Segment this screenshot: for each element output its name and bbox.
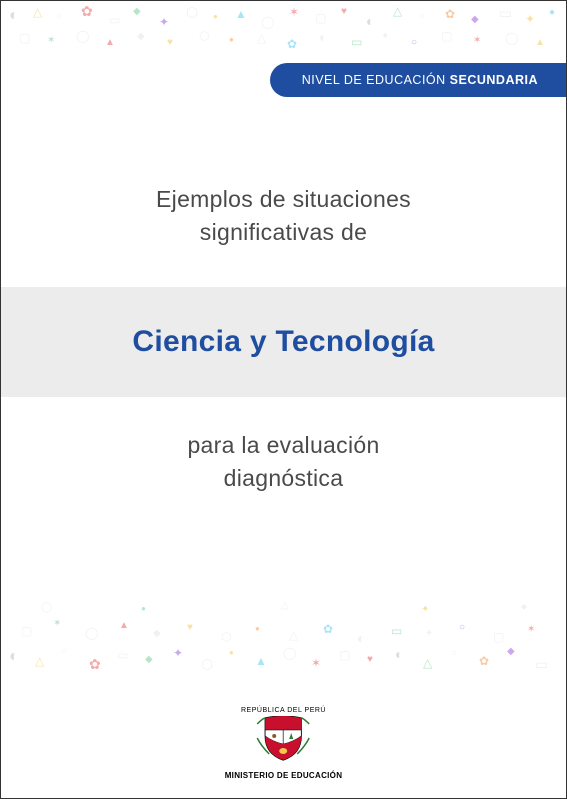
decor-glyph-icon: ○ — [411, 37, 417, 48]
decor-glyph-icon: ● — [213, 12, 218, 21]
decor-glyph-icon: ✦ — [159, 15, 169, 29]
decor-glyph-icon: ● — [229, 648, 234, 657]
decor-glyph-icon: ✿ — [323, 622, 333, 636]
decor-glyph-icon: ✿ — [89, 656, 101, 673]
decor-glyph-icon: ♥ — [341, 6, 347, 17]
title-line-1: Ejemplos de situaciones — [1, 183, 566, 216]
decorative-border-bottom: ◐△○✿▭◆✦⬡●▲◯✶▢♥◐△○✿◆▭▢✶◯▲◆♥⬡●△✿◐▭✦○▢✶◯●△✦… — [1, 598, 566, 688]
decor-glyph-icon: ✶ — [311, 656, 321, 670]
decor-glyph-icon: ◆ — [137, 31, 145, 42]
title-block: Ejemplos de situaciones significativas d… — [1, 183, 566, 250]
decor-glyph-icon: ⬡ — [199, 29, 209, 43]
decor-glyph-icon: ⬡ — [201, 656, 213, 673]
peru-shield-icon — [255, 716, 311, 762]
highlight-band: Ciencia y Tecnología — [1, 287, 566, 397]
decor-glyph-icon: ✿ — [479, 654, 489, 668]
decor-glyph-icon: ▢ — [339, 648, 350, 662]
decor-glyph-icon: ◆ — [133, 6, 141, 17]
decor-glyph-icon: ◐ — [319, 29, 327, 45]
decor-glyph-icon: ◐ — [395, 646, 403, 662]
decor-glyph-icon: ◯ — [85, 626, 98, 640]
subtitle-line-1: para la evaluación — [1, 429, 566, 462]
decor-glyph-icon: ◆ — [153, 628, 161, 639]
decor-glyph-icon: ◆ — [471, 14, 479, 25]
decor-glyph-icon: ▢ — [19, 31, 30, 45]
decor-glyph-icon: ✶ — [473, 35, 481, 46]
decor-glyph-icon: ▭ — [391, 624, 402, 638]
decor-glyph-icon: ◯ — [283, 646, 296, 660]
decor-glyph-icon: ▢ — [21, 624, 32, 638]
decor-glyph-icon: ▲ — [235, 7, 247, 21]
decor-glyph-icon: ✦ — [421, 604, 429, 615]
decor-glyph-icon: ✿ — [287, 37, 297, 51]
decor-glyph-icon: ✦ — [381, 31, 389, 42]
title-line-2: significativas de — [1, 216, 566, 249]
decor-glyph-icon: ◐ — [9, 648, 19, 666]
decor-glyph-icon: ▲ — [105, 37, 115, 48]
decor-glyph-icon: ○ — [459, 622, 465, 633]
decor-glyph-icon: ▲ — [535, 37, 545, 48]
decor-glyph-icon: ♥ — [367, 654, 373, 665]
decor-glyph-icon: △ — [423, 656, 432, 670]
decor-glyph-icon: ● — [141, 604, 146, 613]
decor-glyph-icon: △ — [33, 5, 42, 19]
decor-glyph-icon: ✦ — [525, 12, 535, 26]
subtitle-block: para la evaluación diagnóstica — [1, 429, 566, 496]
logo-arc-text: REPÚBLICA DEL PERÚ — [225, 707, 343, 714]
decor-glyph-icon: ○ — [61, 646, 67, 657]
decor-glyph-icon: ▢ — [315, 11, 326, 25]
decor-glyph-icon: ◐ — [9, 7, 19, 25]
subtitle-line-2: diagnóstica — [1, 462, 566, 495]
decor-glyph-icon: ✶ — [289, 5, 299, 19]
decor-glyph-icon: ◐ — [357, 630, 365, 646]
decor-glyph-icon: ⬡ — [186, 4, 198, 21]
decor-glyph-icon: ○ — [451, 648, 457, 659]
decor-glyph-icon: ♥ — [167, 37, 173, 48]
footer-logo: REPÚBLICA DEL PERÚ MINISTERIO DE EDUCACI… — [225, 707, 343, 780]
decor-glyph-icon: ◯ — [76, 29, 89, 43]
decor-glyph-icon: ▭ — [499, 5, 512, 22]
document-page: ◐△○✿▭◆✦⬡●▲◯✶▢♥◐△○✿◆▭✦●▢✶◯▲◆♥⬡●△✿◐▭✦○▢✶◯▲… — [0, 0, 567, 799]
decor-glyph-icon: △ — [35, 654, 44, 668]
decor-glyph-icon: △ — [393, 4, 402, 18]
decor-glyph-icon: ✶ — [47, 35, 55, 46]
decor-glyph-icon: ◐ — [366, 13, 374, 29]
decor-glyph-icon: ◆ — [521, 602, 527, 611]
decor-glyph-icon: ▢ — [493, 630, 504, 644]
decor-glyph-icon: ✿ — [81, 3, 93, 20]
decor-glyph-icon: ✦ — [173, 646, 183, 660]
decor-glyph-icon: ▲ — [119, 620, 129, 631]
decor-glyph-icon: △ — [281, 600, 289, 611]
decor-glyph-icon: ▭ — [109, 13, 120, 27]
decor-glyph-icon: ⬡ — [221, 630, 231, 644]
decor-glyph-icon: ♥ — [187, 622, 193, 633]
badge-emphasis: SECUNDARIA — [450, 73, 538, 87]
decor-glyph-icon: ◯ — [505, 31, 518, 45]
decor-glyph-icon: ▭ — [535, 656, 548, 673]
decor-glyph-icon: ○ — [56, 11, 62, 22]
decor-glyph-icon: ✶ — [53, 618, 61, 629]
decor-glyph-icon: ▭ — [117, 648, 128, 662]
decor-glyph-icon: ✦ — [425, 628, 433, 639]
highlight-text: Ciencia y Tecnología — [132, 325, 434, 359]
decor-glyph-icon: ✿ — [445, 7, 455, 21]
ministry-label: MINISTERIO DE EDUCACIÓN — [225, 771, 343, 780]
decor-glyph-icon: ▢ — [441, 29, 452, 43]
decor-glyph-icon: ● — [549, 7, 555, 18]
decor-glyph-icon: △ — [257, 31, 266, 45]
badge-prefix: NIVEL DE EDUCACIÓN — [302, 73, 450, 87]
decor-glyph-icon: ◯ — [261, 15, 274, 29]
decor-glyph-icon: ◆ — [145, 654, 153, 665]
level-badge: NIVEL DE EDUCACIÓN SECUNDARIA — [270, 63, 566, 97]
decor-glyph-icon: ◆ — [507, 646, 515, 657]
decor-glyph-icon: ✶ — [527, 624, 535, 635]
decor-glyph-icon: ● — [229, 35, 234, 44]
decor-glyph-icon: ▭ — [351, 35, 362, 49]
decor-glyph-icon: ◯ — [41, 602, 52, 613]
decor-glyph-icon: ▲ — [255, 654, 267, 668]
decor-glyph-icon: ● — [255, 624, 260, 633]
decor-glyph-icon: ○ — [419, 11, 425, 22]
decor-glyph-icon: △ — [289, 628, 298, 642]
